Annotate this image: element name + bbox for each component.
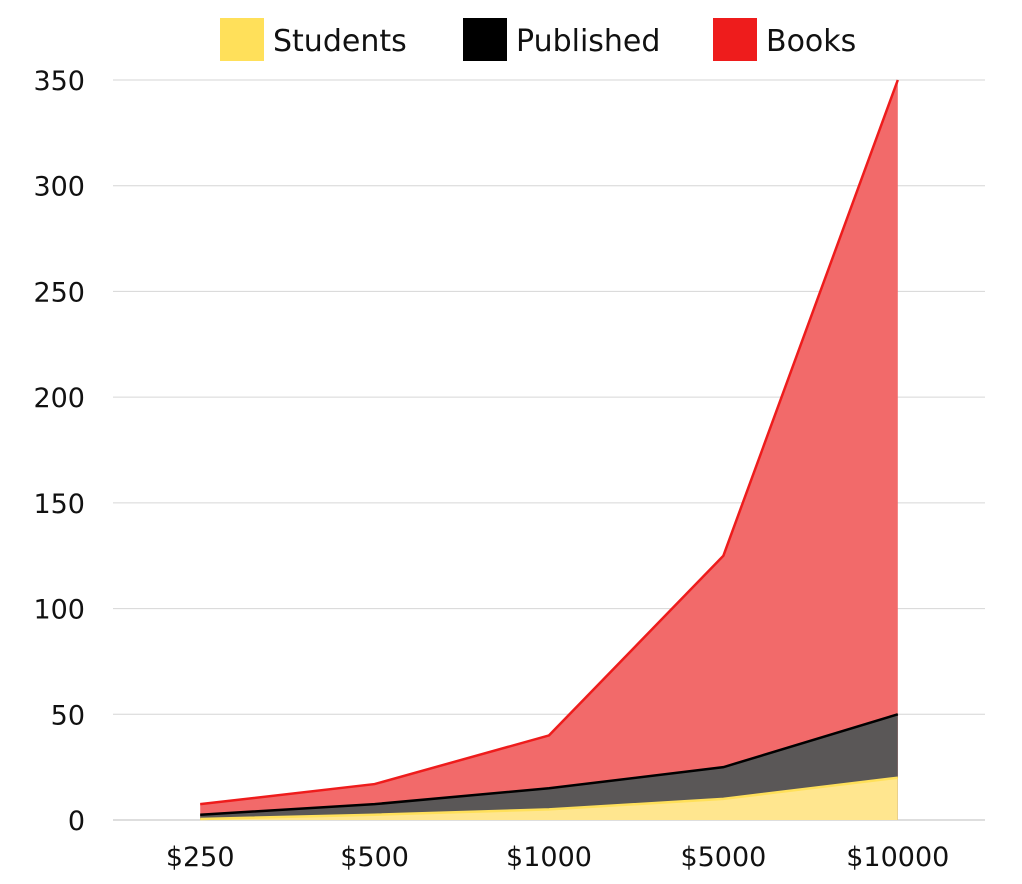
books-area <box>200 80 898 820</box>
x-tick-label: $500 <box>340 842 409 873</box>
x-tick-label: $10000 <box>846 842 949 873</box>
legend: Students Published Books <box>220 18 856 61</box>
x-tick-label: $1000 <box>506 842 592 873</box>
y-tick-label: 300 <box>33 172 85 203</box>
students-legend-label: Students <box>273 24 407 59</box>
x-tick-label: $5000 <box>680 842 766 873</box>
y-axis-ticks: 0 50 100 150 200 250 300 350 <box>33 66 85 837</box>
y-tick-label: 350 <box>33 66 85 97</box>
x-axis-ticks: $250 $500 $1000 $5000 $10000 <box>166 842 949 873</box>
books-legend-label: Books <box>766 24 856 59</box>
y-tick-label: 200 <box>33 383 85 414</box>
series-areas <box>200 80 898 820</box>
y-tick-label: 250 <box>33 277 85 308</box>
students-legend-swatch <box>220 18 264 61</box>
y-tick-label: 0 <box>68 806 85 837</box>
published-legend-swatch <box>463 18 507 61</box>
y-tick-label: 150 <box>33 489 85 520</box>
books-legend-swatch <box>713 18 757 61</box>
y-tick-label: 100 <box>33 595 85 626</box>
y-tick-label: 50 <box>51 700 85 731</box>
x-tick-label: $250 <box>166 842 235 873</box>
published-legend-label: Published <box>516 24 660 59</box>
